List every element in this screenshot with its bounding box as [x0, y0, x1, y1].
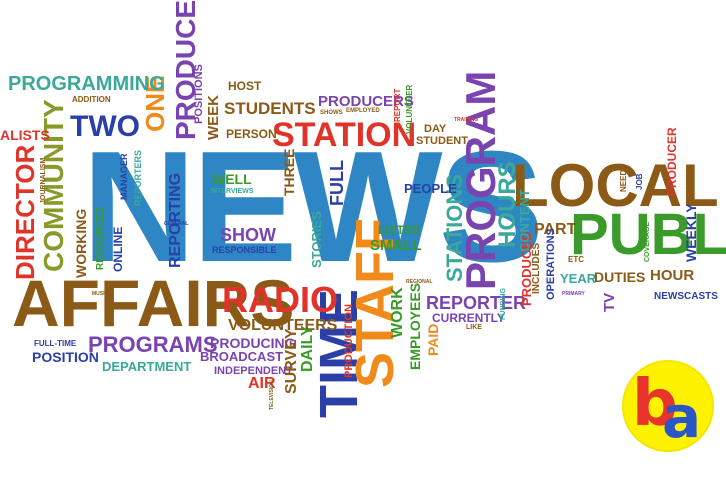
word-employed: EMPLOYED [346, 108, 380, 114]
word-full: FULL [327, 160, 347, 206]
word-student: STUDENT [416, 135, 468, 147]
word-responsible: RESPONSIBLE [212, 245, 277, 255]
word-paid: PAID [425, 323, 441, 356]
word-etc: ETC [568, 255, 584, 264]
word-regional: REGIONAL [406, 279, 433, 285]
word-duties: DUTIES [594, 269, 646, 285]
word-volunteer: VOLUNTEER [405, 84, 414, 134]
word-online: ONLINE [111, 226, 125, 272]
word-television: TELEVISION [269, 380, 275, 410]
word-operations: OPERATIONS [545, 228, 557, 300]
word-position: POSITION [32, 349, 99, 365]
word-show: SHOW [220, 225, 276, 245]
word-programs: PROGRAMS [88, 332, 218, 357]
word-interviews: INTERVIEWS [210, 188, 254, 195]
word-producer: PRODUCER [665, 127, 679, 196]
word-survey: SURVEY [283, 328, 300, 394]
ba-logo: b a [622, 360, 714, 452]
word-host: HOST [228, 79, 262, 93]
word-affairs: AFFAIRS [12, 266, 295, 340]
word-station: STATION [272, 116, 417, 154]
word-reporters: REPORTERS [133, 149, 143, 206]
word-daily: DAILY [299, 325, 316, 372]
word-general: GENERAL [164, 221, 189, 227]
word-news: NEWS [82, 119, 544, 295]
word-department: DEPARTMENT [102, 359, 192, 374]
word-manager: MANAGER [119, 153, 129, 201]
word-employees: EMPLOYEES [407, 282, 423, 370]
word-need: NEED [619, 169, 628, 192]
word-funding: FUNDING [500, 288, 507, 320]
word-coverage: COVERAGE [644, 221, 651, 262]
word-music: MUSIC [92, 291, 109, 297]
word-public: PUBLI [570, 202, 726, 267]
word-journalism: JOURNALISM [40, 157, 47, 204]
word-producing: PRODUCING [210, 335, 296, 351]
word-local: LOCAL [512, 152, 719, 219]
word-training: TRAINING [454, 117, 479, 123]
word-three: THREE [281, 148, 297, 196]
word-well: WELL [212, 171, 252, 187]
word-job: JOB [635, 173, 644, 190]
word-day: DAY [424, 123, 447, 135]
word-hour: HOUR [650, 267, 695, 284]
word-content: CONTENT [517, 189, 532, 252]
word-includes: INCLUDES [531, 242, 542, 294]
word-currently: CURRENTLY [432, 311, 505, 325]
word-addition: ADDITION [72, 95, 111, 104]
word-weekly: WEEKLY [683, 203, 699, 262]
word-air: AIR [248, 375, 276, 392]
word-person: PERSON [226, 127, 277, 141]
word-stories: STORIES [309, 211, 324, 268]
word-people: PEOPLE [404, 181, 457, 196]
word-reporter: REPORTER [426, 293, 527, 313]
word-part: PART [534, 221, 577, 238]
word-tv: TV [601, 292, 618, 312]
word-students: STUDENTS [224, 99, 316, 118]
word-programming: PROGRAMMING [8, 73, 165, 95]
logo-letter-b: b [632, 367, 678, 441]
word-radio: RADIO [222, 279, 338, 320]
word-production: PRODUCTION [343, 304, 355, 378]
word-director: DIRECTOR [10, 144, 40, 280]
word-shows: SHOWS [320, 110, 343, 116]
word-week: WEEK [205, 95, 222, 140]
word-report: REPORT [393, 88, 402, 122]
word-broadcast: BROADCAST [200, 349, 284, 364]
word-newscasts: NEWSCASTS [654, 291, 718, 302]
word-full-time: FULL-TIME [34, 339, 77, 348]
word-positions: POSITIONS [193, 64, 205, 124]
word-like: LIKE [466, 324, 482, 331]
word-working: WORKING [73, 208, 89, 278]
word-resources: RESOURCES [95, 206, 106, 270]
word-alists: ALISTS [0, 127, 50, 143]
word-year: YEAR [560, 271, 597, 286]
logo-letter-a: a [662, 383, 702, 451]
word-producers: PRODUCERS [318, 93, 414, 110]
word-listed: LISTED [378, 223, 421, 237]
word-independent: INDEPENDENT [214, 365, 293, 377]
word-volunteers: VOLUNTEERS [228, 317, 338, 334]
word-small: SMALL [370, 237, 422, 254]
word-work: WORK [389, 287, 406, 338]
word-primary: PRIMARY [562, 291, 585, 297]
word-two: TWO [70, 110, 140, 143]
